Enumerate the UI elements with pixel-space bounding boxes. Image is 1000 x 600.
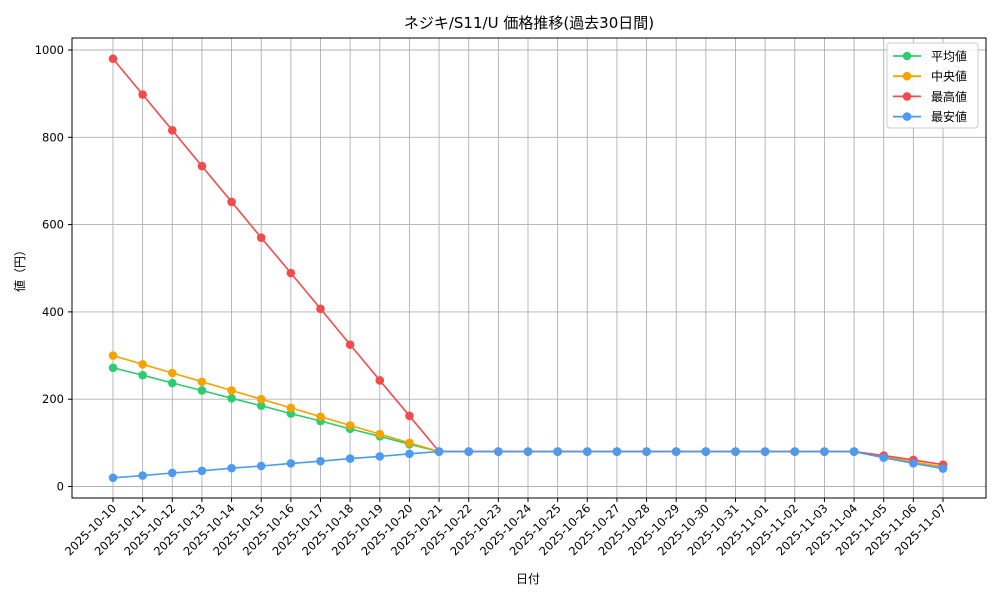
data-point — [227, 463, 236, 473]
data-point — [820, 447, 829, 456]
data-point — [286, 459, 296, 468]
y-gridlines — [72, 49, 986, 487]
legend-item: 最安値 — [893, 109, 967, 124]
data-point — [790, 447, 800, 456]
data-point — [256, 401, 266, 411]
data-point — [375, 376, 385, 385]
data-point — [227, 197, 236, 207]
x-gridlines — [112, 38, 944, 498]
data-point — [197, 161, 207, 171]
data-point — [108, 351, 118, 360]
series-layer — [108, 54, 948, 483]
data-point — [553, 447, 562, 456]
data-point — [197, 386, 207, 395]
data-point — [345, 340, 355, 349]
chart-title: ネジキ/S11/U 価格推移(過去30日間) — [404, 14, 654, 32]
data-point — [197, 466, 207, 476]
data-point — [523, 447, 533, 456]
data-point — [197, 377, 207, 387]
data-point — [138, 370, 147, 380]
data-point — [256, 461, 266, 471]
legend-label: 中央値 — [931, 69, 967, 84]
data-point — [701, 447, 711, 456]
data-point — [316, 456, 325, 466]
y-axis-label: 値（円） — [12, 244, 27, 292]
data-point — [138, 359, 147, 369]
data-point — [938, 464, 948, 473]
data-point — [582, 447, 592, 456]
data-point — [167, 468, 177, 478]
data-point — [849, 447, 859, 456]
data-point — [375, 429, 385, 439]
legend-marker-icon — [902, 51, 912, 61]
legend-label: 最安値 — [931, 109, 967, 124]
y-tick-label: 200 — [42, 392, 64, 406]
legend-item: 最高値 — [893, 89, 967, 104]
legend-label: 最高値 — [931, 89, 967, 104]
legend-label: 平均値 — [931, 49, 967, 64]
data-point — [494, 447, 503, 456]
data-point — [138, 471, 147, 480]
x-axis: 2025-10-102025-10-112025-10-122025-10-13… — [62, 498, 949, 558]
data-point — [167, 126, 177, 135]
data-point — [731, 447, 740, 456]
y-tick-label: 1000 — [35, 43, 64, 57]
data-point — [167, 368, 177, 378]
data-point — [256, 394, 266, 404]
data-point — [345, 421, 355, 430]
data-point — [405, 449, 414, 459]
data-point — [909, 459, 918, 468]
legend-item: 平均値 — [893, 49, 967, 64]
y-tick-label: 0 — [57, 480, 64, 494]
data-point — [612, 447, 622, 456]
y-tick-label: 400 — [42, 305, 64, 319]
legend-marker-icon — [902, 92, 912, 101]
data-point — [227, 394, 236, 403]
data-point — [227, 386, 236, 395]
x-axis-label: 日付 — [516, 572, 540, 586]
data-point — [316, 412, 325, 421]
data-point — [108, 54, 118, 64]
data-point — [167, 378, 177, 388]
data-point — [464, 447, 474, 456]
data-point — [375, 452, 385, 461]
data-point — [286, 403, 296, 413]
data-point — [345, 454, 355, 463]
data-point — [108, 473, 118, 483]
legend-marker-icon — [902, 112, 912, 121]
data-point — [138, 90, 147, 99]
data-point — [671, 447, 681, 456]
legend-item: 中央値 — [893, 69, 967, 84]
data-point — [108, 363, 118, 373]
data-point — [286, 268, 296, 278]
data-point — [642, 447, 651, 456]
y-tick-label: 600 — [42, 218, 64, 232]
data-point — [760, 447, 770, 456]
data-point — [434, 447, 444, 456]
data-point — [316, 304, 325, 314]
data-point — [405, 411, 414, 421]
y-tick-label: 800 — [42, 130, 64, 144]
data-point — [879, 453, 889, 462]
series-3 — [108, 447, 948, 483]
legend-frame — [886, 42, 979, 129]
plot-frame — [71, 37, 987, 499]
y-axis: 0 200 400 600 800 1000 — [35, 43, 72, 494]
legend-marker-icon — [902, 71, 912, 81]
data-point — [256, 233, 266, 242]
data-point — [405, 438, 414, 448]
